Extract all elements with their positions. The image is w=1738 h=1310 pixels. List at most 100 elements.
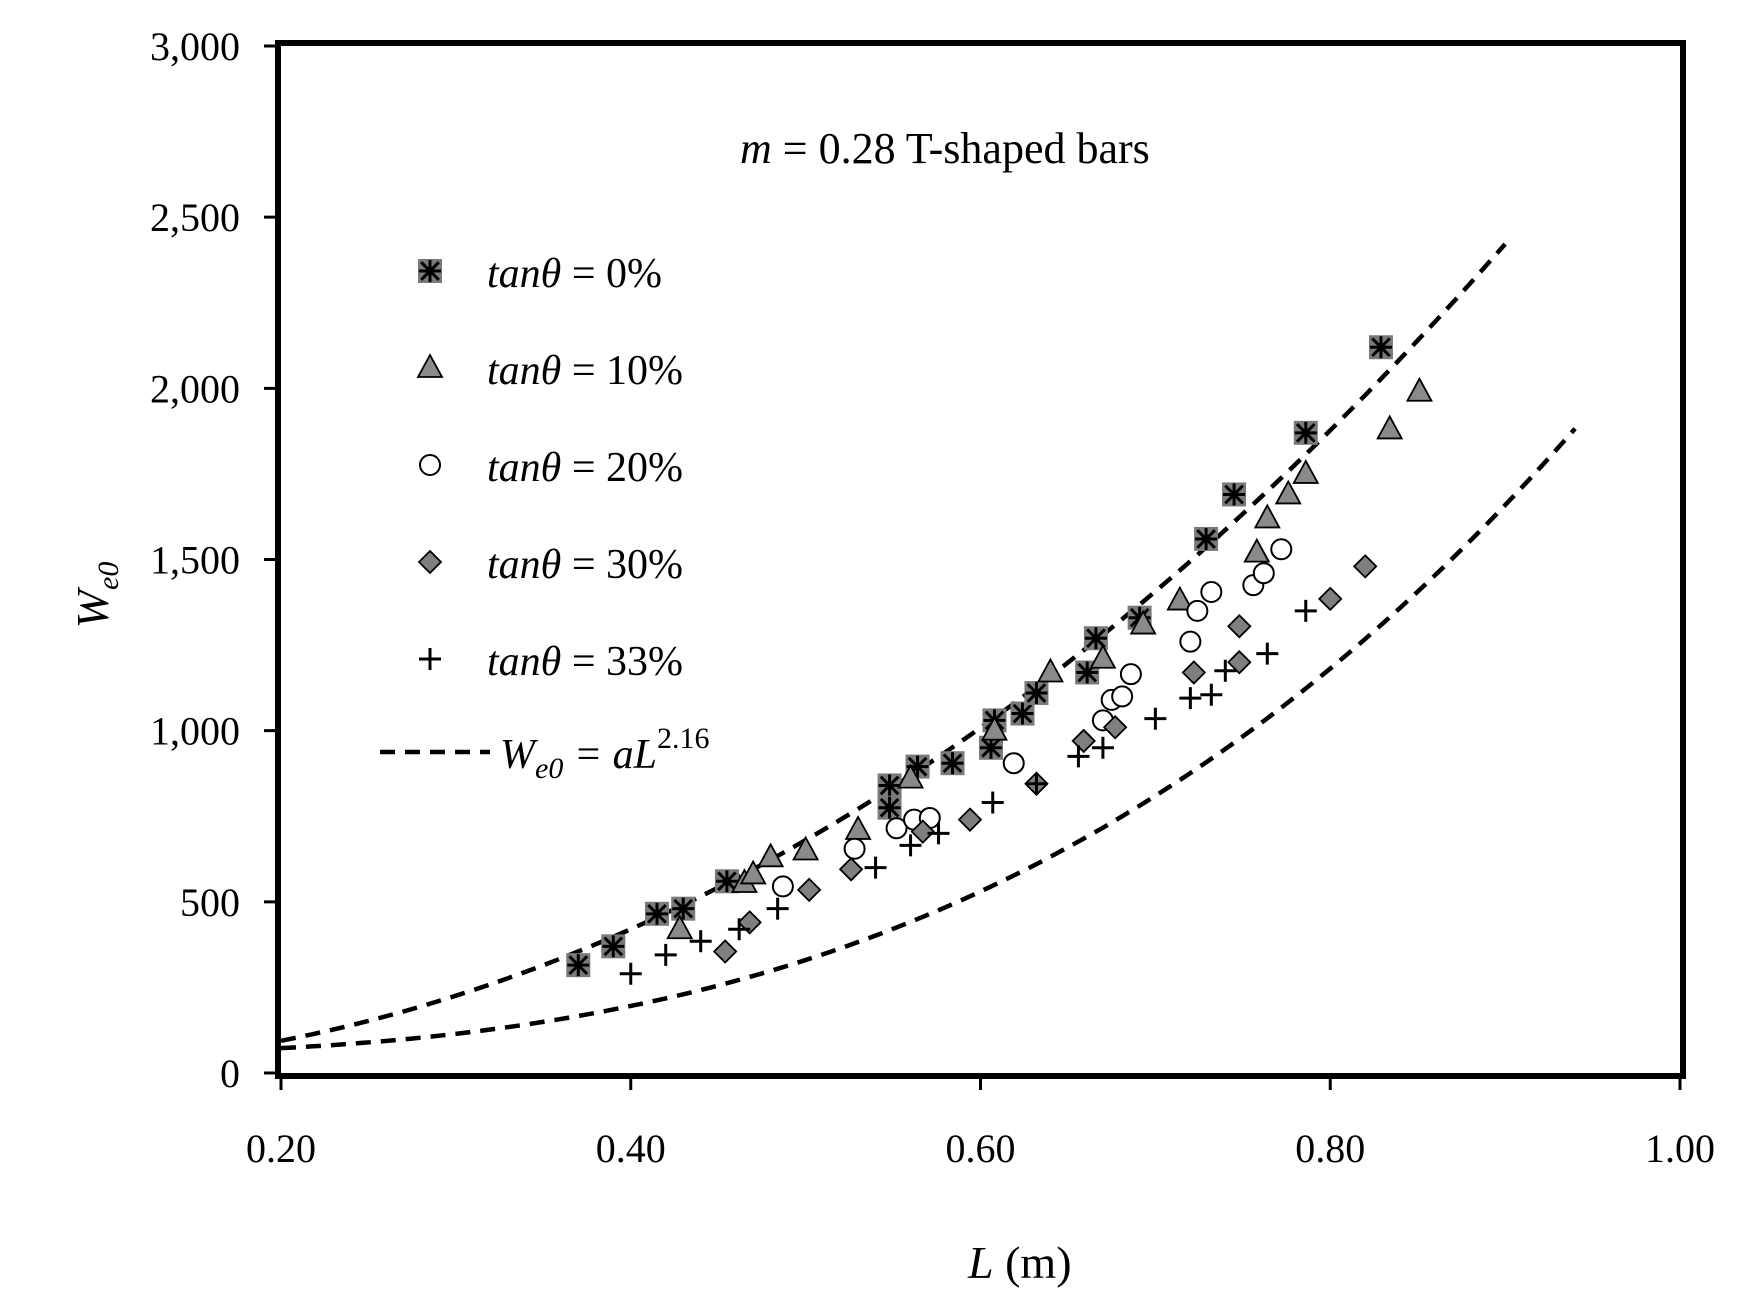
x-tick-label: 0.60 [946,1126,1016,1171]
x-axis-variable: L [967,1237,994,1288]
data-point-series-4 [1214,659,1237,682]
legend-label-0: tanθ = 0% [487,251,662,297]
data-point-series-3 [910,819,936,844]
data-point-series-4 [1179,687,1202,710]
y-tick-label: 0 [220,1051,240,1096]
legend-variable: tanθ [487,251,561,297]
data-points [566,335,1433,985]
data-point-series-0 [877,795,902,820]
legend-marker-0 [418,259,442,283]
data-point-series-3 [1352,554,1378,579]
data-point-series-4 [728,918,751,941]
y-tick-label: 2,000 [150,366,240,411]
data-point-series-0 [1222,482,1247,507]
data-point-series-2 [843,837,866,860]
data-point-series-2 [1002,752,1025,775]
data-point-series-4 [981,791,1004,814]
y-tick-label: 1,000 [150,709,240,754]
legend-marker-3 [417,549,443,575]
data-point-series-3 [712,939,738,964]
data-point-series-0 [644,901,669,926]
y-tick-label: 2,500 [150,195,240,240]
data-point-series-0 [1293,420,1318,445]
data-point-series-2 [1119,663,1142,686]
data-point-series-2 [1179,630,1202,653]
data-point-series-4 [766,897,789,920]
y-tick-label: 500 [180,880,240,925]
data-point-series-1 [980,715,1009,741]
data-point-series-3 [1071,728,1096,754]
data-point-series-0 [1368,335,1393,360]
data-point-series-2 [1186,599,1209,622]
data-point-series-0 [671,896,696,921]
legend-variable: tanθ [487,445,561,491]
data-point-series-4 [1091,736,1114,759]
data-point-series-1 [1166,585,1194,611]
data-point-series-1 [666,914,694,940]
x-axis-unit: (m) [994,1237,1072,1288]
data-point-series-1 [1036,657,1064,683]
fit-curve [280,242,1507,1044]
y-axis-base: W [67,586,118,628]
data-point-series-2 [771,875,794,898]
data-point-series-1 [1274,479,1302,505]
data-point-series-4 [1256,642,1279,665]
data-point-series-1 [792,835,820,861]
legend-variable: tanθ [487,542,561,588]
data-point-series-4 [1200,683,1223,706]
x-tick-label: 0.20 [246,1126,316,1171]
data-point-series-1 [1292,459,1320,484]
legend-marker-4 [419,648,441,670]
y-axis-title: We0 [67,562,125,629]
data-point-series-0 [1024,681,1049,706]
y-tick-label: 1,500 [150,538,240,583]
data-point-series-1 [844,815,872,840]
data-point-series-3 [838,857,864,882]
legend-marker-1 [416,353,444,378]
data-point-series-3 [1181,660,1207,685]
data-point-series-3 [1317,586,1343,612]
data-point-series-3 [796,877,822,903]
data-point-series-4 [1067,745,1090,768]
data-point-series-4 [927,822,950,845]
y-tick-label: 3,000 [150,24,240,69]
annotation-variable: m [740,124,772,173]
data-point-series-3 [1227,613,1252,639]
data-point-series-0 [1194,526,1219,551]
y-axis-subscript: e0 [92,562,125,590]
legend-value: = 20% [561,445,683,491]
fit-curve [280,427,1577,1051]
axis-ticks: 0 500 1,000 1,500 2,000 2,500 3,000 0.20 0.40 0.6… [150,24,1715,1171]
data-point-series-1 [1243,537,1271,563]
legend-marker-2 [419,454,441,476]
data-point-series-3 [1102,714,1128,740]
data-point-series-3 [1227,649,1252,675]
legend-value: = 10% [561,348,683,394]
legend-label-2: tanθ = 20% [487,445,683,491]
data-point-series-4 [689,930,712,953]
data-point-series-0 [601,934,626,959]
data-point-series-2 [1111,685,1134,708]
data-point-series-2 [1252,562,1275,585]
legend-label-3: tanθ = 30% [487,542,683,588]
chart-annotation: m = 0.28 T-shaped bars [740,124,1150,173]
data-point-series-0 [1083,626,1108,651]
data-point-series-1 [1089,643,1117,669]
data-point-series-1 [1405,376,1433,402]
legend-variable: tanθ [487,639,561,685]
x-tick-label: 1.00 [1645,1126,1715,1171]
data-point-series-4 [899,834,922,857]
data-point-series-2 [1200,581,1223,604]
legend-value: = 33% [561,639,683,685]
data-point-series-0 [1010,701,1035,726]
legend-value: = 0% [561,251,662,297]
data-point-series-1 [897,763,925,789]
data-point-series-4 [864,856,887,879]
x-axis-title: L (m) [967,1237,1072,1288]
data-point-series-4 [1025,772,1048,795]
data-point-series-2 [1270,538,1293,561]
data-point-series-0 [566,953,591,978]
x-tick-label: 0.40 [596,1126,666,1171]
data-point-series-3 [957,807,983,832]
